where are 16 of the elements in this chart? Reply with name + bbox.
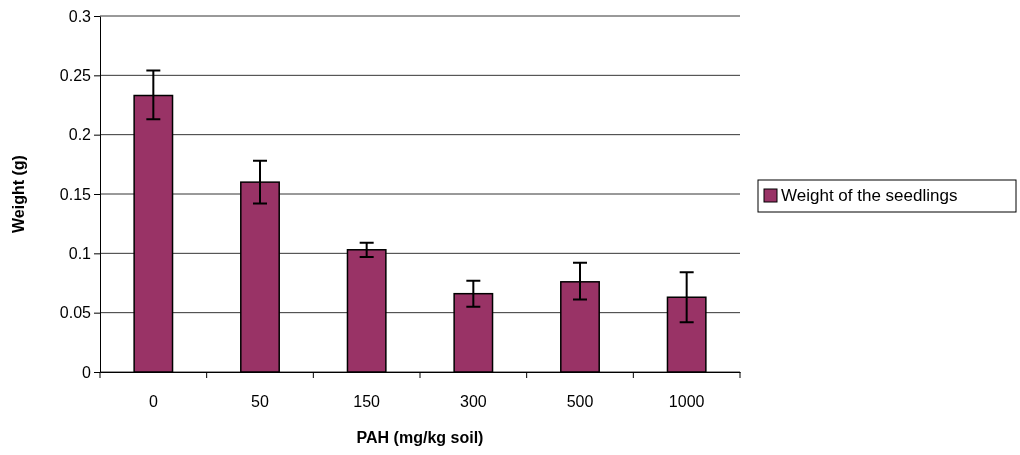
y-tick-label: 0.05 [59, 304, 92, 322]
y-tick-label: 0 [82, 363, 92, 381]
x-tick-label: 50 [251, 393, 269, 411]
x-tick-label: 1000 [668, 393, 705, 411]
x-tick-label: 300 [459, 393, 487, 411]
y-tick-label: 0.3 [68, 7, 92, 25]
y-tick-label: 0.1 [68, 244, 92, 262]
x-tick-label: 0 [148, 393, 158, 411]
x-axis-title: PAH (mg/kg soil) [356, 429, 484, 446]
x-tick-label: 150 [353, 393, 381, 411]
legend-label: Weight of the seedlings [781, 186, 958, 205]
x-tick-label: 500 [566, 393, 594, 411]
y-tick-label: 0.15 [59, 185, 92, 203]
y-tick-label: 0.2 [68, 126, 92, 144]
y-axis-title: Weight (g) [10, 155, 27, 233]
y-tick-label: 0.25 [59, 66, 92, 84]
